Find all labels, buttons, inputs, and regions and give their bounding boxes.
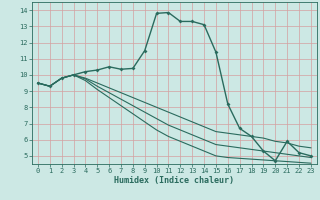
X-axis label: Humidex (Indice chaleur): Humidex (Indice chaleur) [115,176,234,185]
